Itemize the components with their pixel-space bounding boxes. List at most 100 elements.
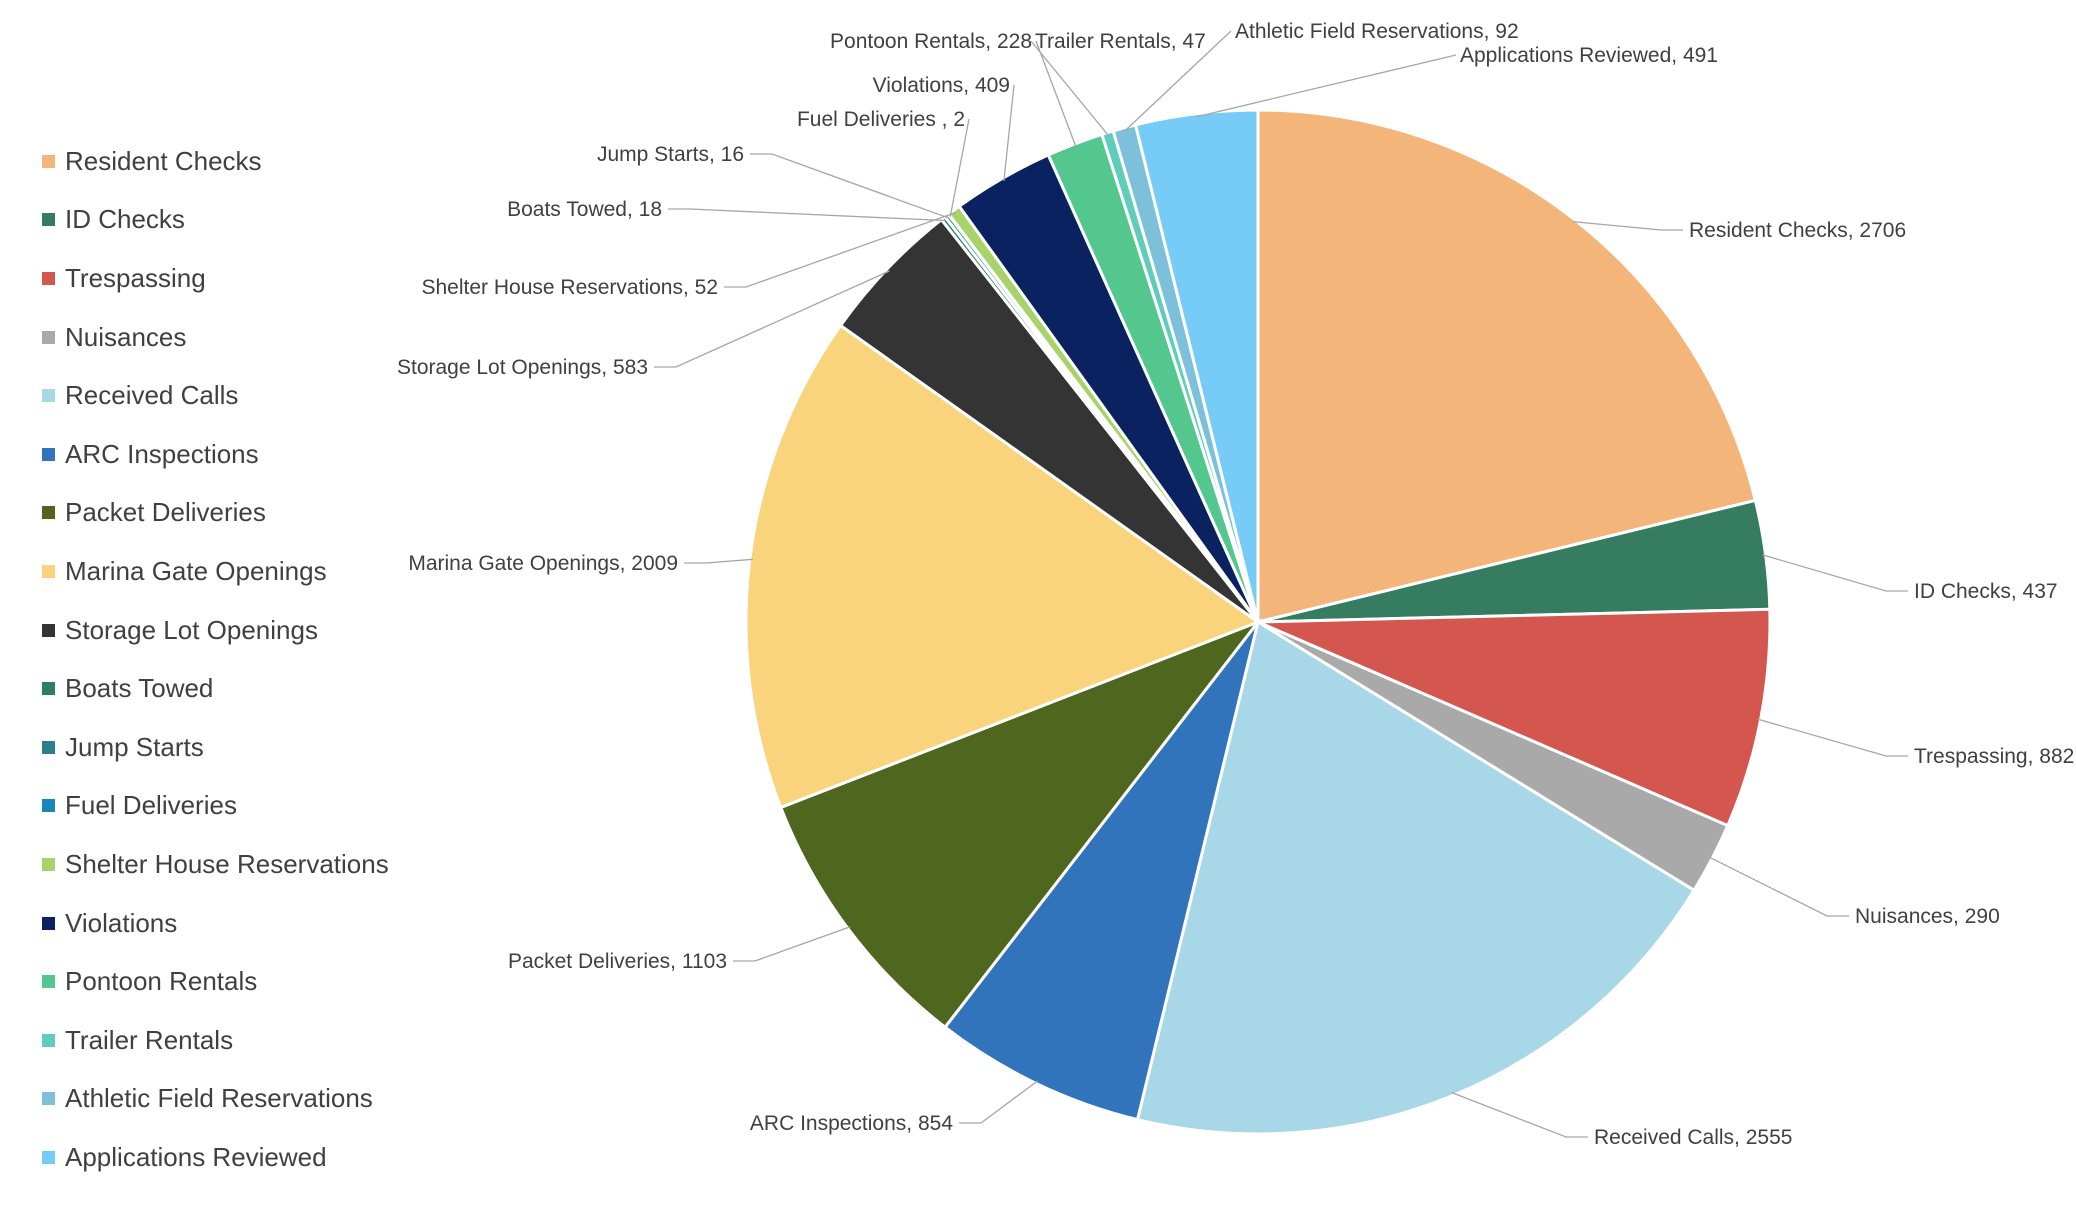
leader-line-marina-gate-openings [684, 558, 753, 564]
leader-line-boats-towed [668, 208, 946, 222]
data-label-trailer-rentals: Trailer Rentals, 47 [1035, 30, 1206, 53]
data-label-marina-gate-openings: Marina Gate Openings, 2009 [408, 552, 678, 575]
legend-label: Athletic Field Reservations [65, 1083, 373, 1114]
pie-slice-applications-reviewed [1133, 108, 1260, 623]
legend-label: Trespassing [65, 262, 206, 293]
legend-label: ARC Inspections [65, 438, 259, 469]
legend-swatch [42, 271, 55, 285]
legend-item-shelter-house-reservations: Shelter House Reservations [42, 835, 389, 894]
legend-item-resident-checks: Resident Checks [42, 132, 389, 191]
pie-slice-packet-deliveries [778, 618, 1263, 1030]
legend-label: Boats Towed [65, 673, 214, 704]
pie-slice-resident-checks [1256, 108, 1758, 624]
legend-label: Storage Lot Openings [65, 614, 318, 645]
legend-label: Resident Checks [65, 145, 262, 176]
leader-line-violations [1003, 84, 1015, 182]
legend-item-jump-starts: Jump Starts [42, 718, 389, 777]
leader-line-resident-checks [1572, 220, 1683, 231]
data-label-received-calls: Received Calls, 2555 [1594, 1126, 1792, 1149]
data-label-fuel-deliveries: Fuel Deliveries , 2 [797, 108, 965, 131]
legend-label: Nuisances [65, 321, 187, 352]
legend-item-storage-lot-openings: Storage Lot Openings [42, 601, 389, 660]
legend-swatch [42, 447, 55, 461]
legend-item-id-checks: ID Checks [42, 191, 389, 250]
leader-line-id-checks [1762, 554, 1908, 592]
leader-line-arc-inspections [959, 1080, 1039, 1124]
legend-label: Jump Starts [65, 731, 204, 762]
legend-label: Received Calls [65, 380, 239, 411]
leader-line-jump-starts [750, 153, 949, 219]
slices-layer [744, 108, 1772, 1136]
data-label-athletic-field-reservations: Athletic Field Reservations, 92 [1235, 20, 1519, 43]
legend-label: Pontoon Rentals [65, 966, 258, 997]
legend-label: Trailer Rentals [65, 1024, 234, 1055]
data-label-packet-deliveries: Packet Deliveries, 1103 [508, 950, 727, 973]
pie-slice-arc-inspections [942, 621, 1260, 1122]
leader-line-storage-lot-openings [654, 270, 890, 368]
legend-swatch [42, 799, 55, 813]
data-labels-layer: Resident Checks, 2706 ID Checks, 437 Tresp… [397, 20, 2074, 1149]
leader-line-packet-deliveries [733, 926, 851, 962]
legend-label: Violations [65, 907, 178, 938]
data-label-jump-starts: Jump Starts, 16 [597, 143, 744, 166]
legend-item-packet-deliveries: Packet Deliveries [42, 484, 389, 543]
legend-label: Packet Deliveries [65, 497, 266, 528]
data-label-arc-inspections: ARC Inspections, 854 [750, 1112, 953, 1135]
leader-line-nuisances [1709, 856, 1849, 917]
data-label-resident-checks: Resident Checks, 2706 [1689, 219, 1906, 242]
legend-label: Applications Reviewed [65, 1141, 327, 1172]
legend-swatch [42, 623, 55, 637]
legend-item-athletic-field-reservations: Athletic Field Reservations [42, 1070, 389, 1129]
data-label-violations: Violations, 409 [873, 74, 1010, 97]
legend-swatch [42, 1092, 55, 1106]
data-label-id-checks: ID Checks, 437 [1914, 580, 2058, 603]
legend-label: Fuel Deliveries [65, 790, 237, 821]
data-label-shelter-house-reservations: Shelter House Reservations, 52 [422, 276, 719, 299]
legend-swatch [42, 154, 55, 168]
legend-item-violations: Violations [42, 894, 389, 953]
leader-line-athletic-field-reservations [1124, 30, 1232, 132]
legend-item-pontoon-rentals: Pontoon Rentals [42, 952, 389, 1011]
legend-label: ID Checks [65, 204, 185, 235]
legend-item-fuel-deliveries: Fuel Deliveries [42, 777, 389, 836]
data-label-trespassing: Trespassing, 882 [1914, 745, 2074, 768]
data-label-applications-reviewed: Applications Reviewed, 491 [1460, 44, 1718, 67]
legend-swatch [42, 1033, 55, 1047]
legend-swatch [42, 740, 55, 754]
legend-label: Marina Gate Openings [65, 555, 327, 586]
legend-swatch [42, 975, 55, 989]
leader-lines-layer [654, 30, 1908, 1138]
legend-swatch [42, 564, 55, 578]
data-label-boats-towed: Boats Towed, 18 [507, 198, 662, 221]
data-label-pontoon-rentals: Pontoon Rentals, 228 [830, 30, 1032, 53]
data-label-nuisances: Nuisances, 290 [1855, 905, 2000, 928]
leader-line-pontoon-rentals [1035, 40, 1077, 147]
legend-swatch [42, 389, 55, 403]
legend-item-marina-gate-openings: Marina Gate Openings [42, 542, 389, 601]
data-label-storage-lot-openings: Storage Lot Openings, 583 [397, 356, 648, 379]
legend-item-nuisances: Nuisances [42, 308, 389, 367]
leader-line-shelter-house-reservations [724, 211, 956, 288]
legend-swatch [42, 1150, 55, 1164]
legend-item-arc-inspections: ARC Inspections [42, 425, 389, 484]
legend-item-applications-reviewed: Applications Reviewed [42, 1128, 389, 1187]
leader-line-fuel-deliveries [949, 118, 970, 217]
leader-line-applications-reviewed [1196, 54, 1457, 118]
legend-swatch [42, 916, 55, 930]
leader-line-trailer-rentals [1030, 40, 1109, 136]
legend-item-boats-towed: Boats Towed [42, 659, 389, 718]
legend-label: Shelter House Reservations [65, 848, 389, 879]
leader-line-received-calls [1451, 1092, 1588, 1138]
leader-line-trespassing [1757, 718, 1908, 757]
pie-slice-received-calls [1135, 619, 1697, 1136]
legend-item-received-calls: Received Calls [42, 366, 389, 425]
legend-swatch [42, 213, 55, 227]
legend-swatch [42, 857, 55, 871]
legend-swatch [42, 330, 55, 344]
legend-item-trailer-rentals: Trailer Rentals [42, 1011, 389, 1070]
chart-legend: Resident Checks ID Checks Trespassing Nuisa… [42, 132, 389, 1187]
legend-item-trespassing: Trespassing [42, 249, 389, 308]
legend-swatch [42, 506, 55, 520]
